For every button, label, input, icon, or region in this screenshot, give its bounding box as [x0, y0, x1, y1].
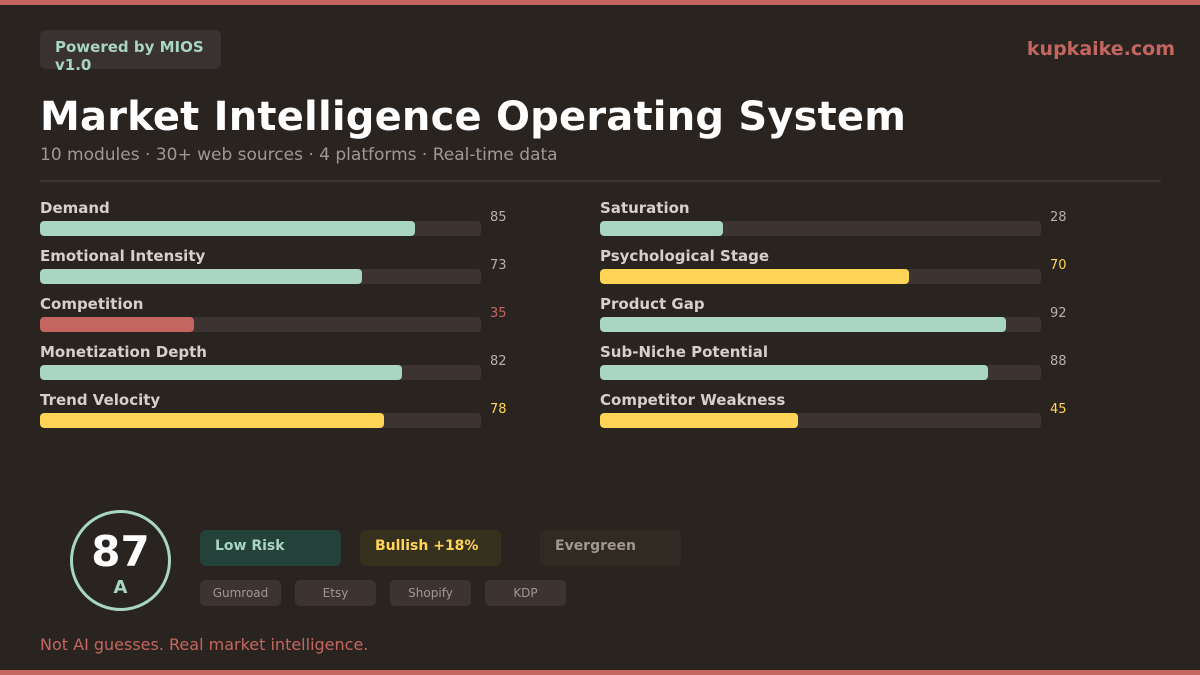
page-title: Market Intelligence Operating System — [40, 94, 907, 140]
metric-label: Competitor Weakness — [600, 391, 786, 409]
metric-competition: Competition 35 — [40, 295, 520, 335]
metric-value: 70 — [1050, 258, 1067, 273]
header-divider — [40, 180, 1161, 182]
overall-score-grade: A — [113, 577, 128, 598]
metric-label: Sub-Niche Potential — [600, 343, 769, 361]
bottom-accent-bar — [0, 670, 1200, 675]
metric-label: Saturation — [600, 199, 690, 217]
metric-trend-velocity: Trend Velocity 78 — [40, 391, 520, 431]
metric-bar-track — [40, 365, 481, 380]
platform-tag-etsy: Etsy — [295, 580, 376, 606]
metric-value: 92 — [1050, 306, 1067, 321]
metric-value: 45 — [1050, 402, 1067, 417]
metric-psychological-stage: Psychological Stage 70 — [600, 247, 1080, 287]
metric-bar-track — [40, 269, 481, 284]
metric-value: 88 — [1050, 354, 1067, 369]
metric-bar-fill — [600, 221, 724, 236]
metric-label: Monetization Depth — [40, 343, 207, 361]
metric-value: 28 — [1050, 210, 1067, 225]
metric-emotional-intensity: Emotional Intensity 73 — [40, 247, 520, 287]
metric-label: Product Gap — [600, 295, 705, 313]
metric-value: 82 — [490, 354, 507, 369]
metric-bar-track — [600, 365, 1041, 380]
top-accent-bar — [0, 0, 1200, 5]
risk-badge: Low Risk — [200, 530, 341, 566]
powered-by-badge: Powered by MIOS v1.0 — [40, 30, 221, 74]
site-link[interactable]: kupkaike.com — [1026, 38, 1175, 60]
platform-tag-shopify: Shopify — [390, 580, 471, 606]
metric-label: Trend Velocity — [40, 391, 161, 409]
metric-monetization-depth: Monetization Depth 82 — [40, 343, 520, 383]
metric-bar-fill — [40, 317, 195, 332]
overall-score-value: 87 — [91, 527, 150, 576]
metric-bar-track — [600, 269, 1041, 284]
metric-bar-track — [40, 413, 481, 428]
metric-bar-fill — [600, 269, 909, 284]
platform-tag-gumroad: Gumroad — [200, 580, 281, 606]
metric-label: Competition — [40, 295, 144, 313]
metric-value: 78 — [490, 402, 507, 417]
metric-bar-track — [40, 221, 481, 236]
metric-label: Emotional Intensity — [40, 247, 206, 265]
page-subtitle: 10 modules · 30+ web sources · 4 platfor… — [40, 145, 558, 165]
metric-value: 85 — [490, 210, 507, 225]
metric-label: Psychological Stage — [600, 247, 770, 265]
metric-bar-fill — [40, 269, 362, 284]
metric-competitor-weakness: Competitor Weakness 45 — [600, 391, 1080, 431]
overall-score-ring: 87 A — [70, 510, 171, 611]
tagline: Not AI guesses. Real market intelligence… — [40, 635, 369, 654]
metric-saturation: Saturation 28 — [600, 199, 1080, 239]
metric-bar-track — [600, 221, 1041, 236]
metric-bar-fill — [600, 413, 799, 428]
metric-value: 35 — [490, 306, 507, 321]
metric-bar-fill — [40, 365, 402, 380]
platform-tag-kdp: KDP — [485, 580, 566, 606]
metric-bar-track — [600, 317, 1041, 332]
metric-demand: Demand 85 — [40, 199, 520, 239]
metric-label: Demand — [40, 199, 110, 217]
metric-sub-niche-potential: Sub-Niche Potential 88 — [600, 343, 1080, 383]
metric-bar-fill — [600, 317, 1006, 332]
lifecycle-badge: Evergreen — [540, 530, 681, 566]
metric-bar-track — [600, 413, 1041, 428]
metric-bar-track — [40, 317, 481, 332]
metric-value: 73 — [490, 258, 507, 273]
metric-product-gap: Product Gap 92 — [600, 295, 1080, 335]
metric-bar-fill — [600, 365, 989, 380]
metric-bar-fill — [40, 221, 415, 236]
trend-badge: Bullish +18% — [360, 530, 501, 566]
metric-bar-fill — [40, 413, 384, 428]
